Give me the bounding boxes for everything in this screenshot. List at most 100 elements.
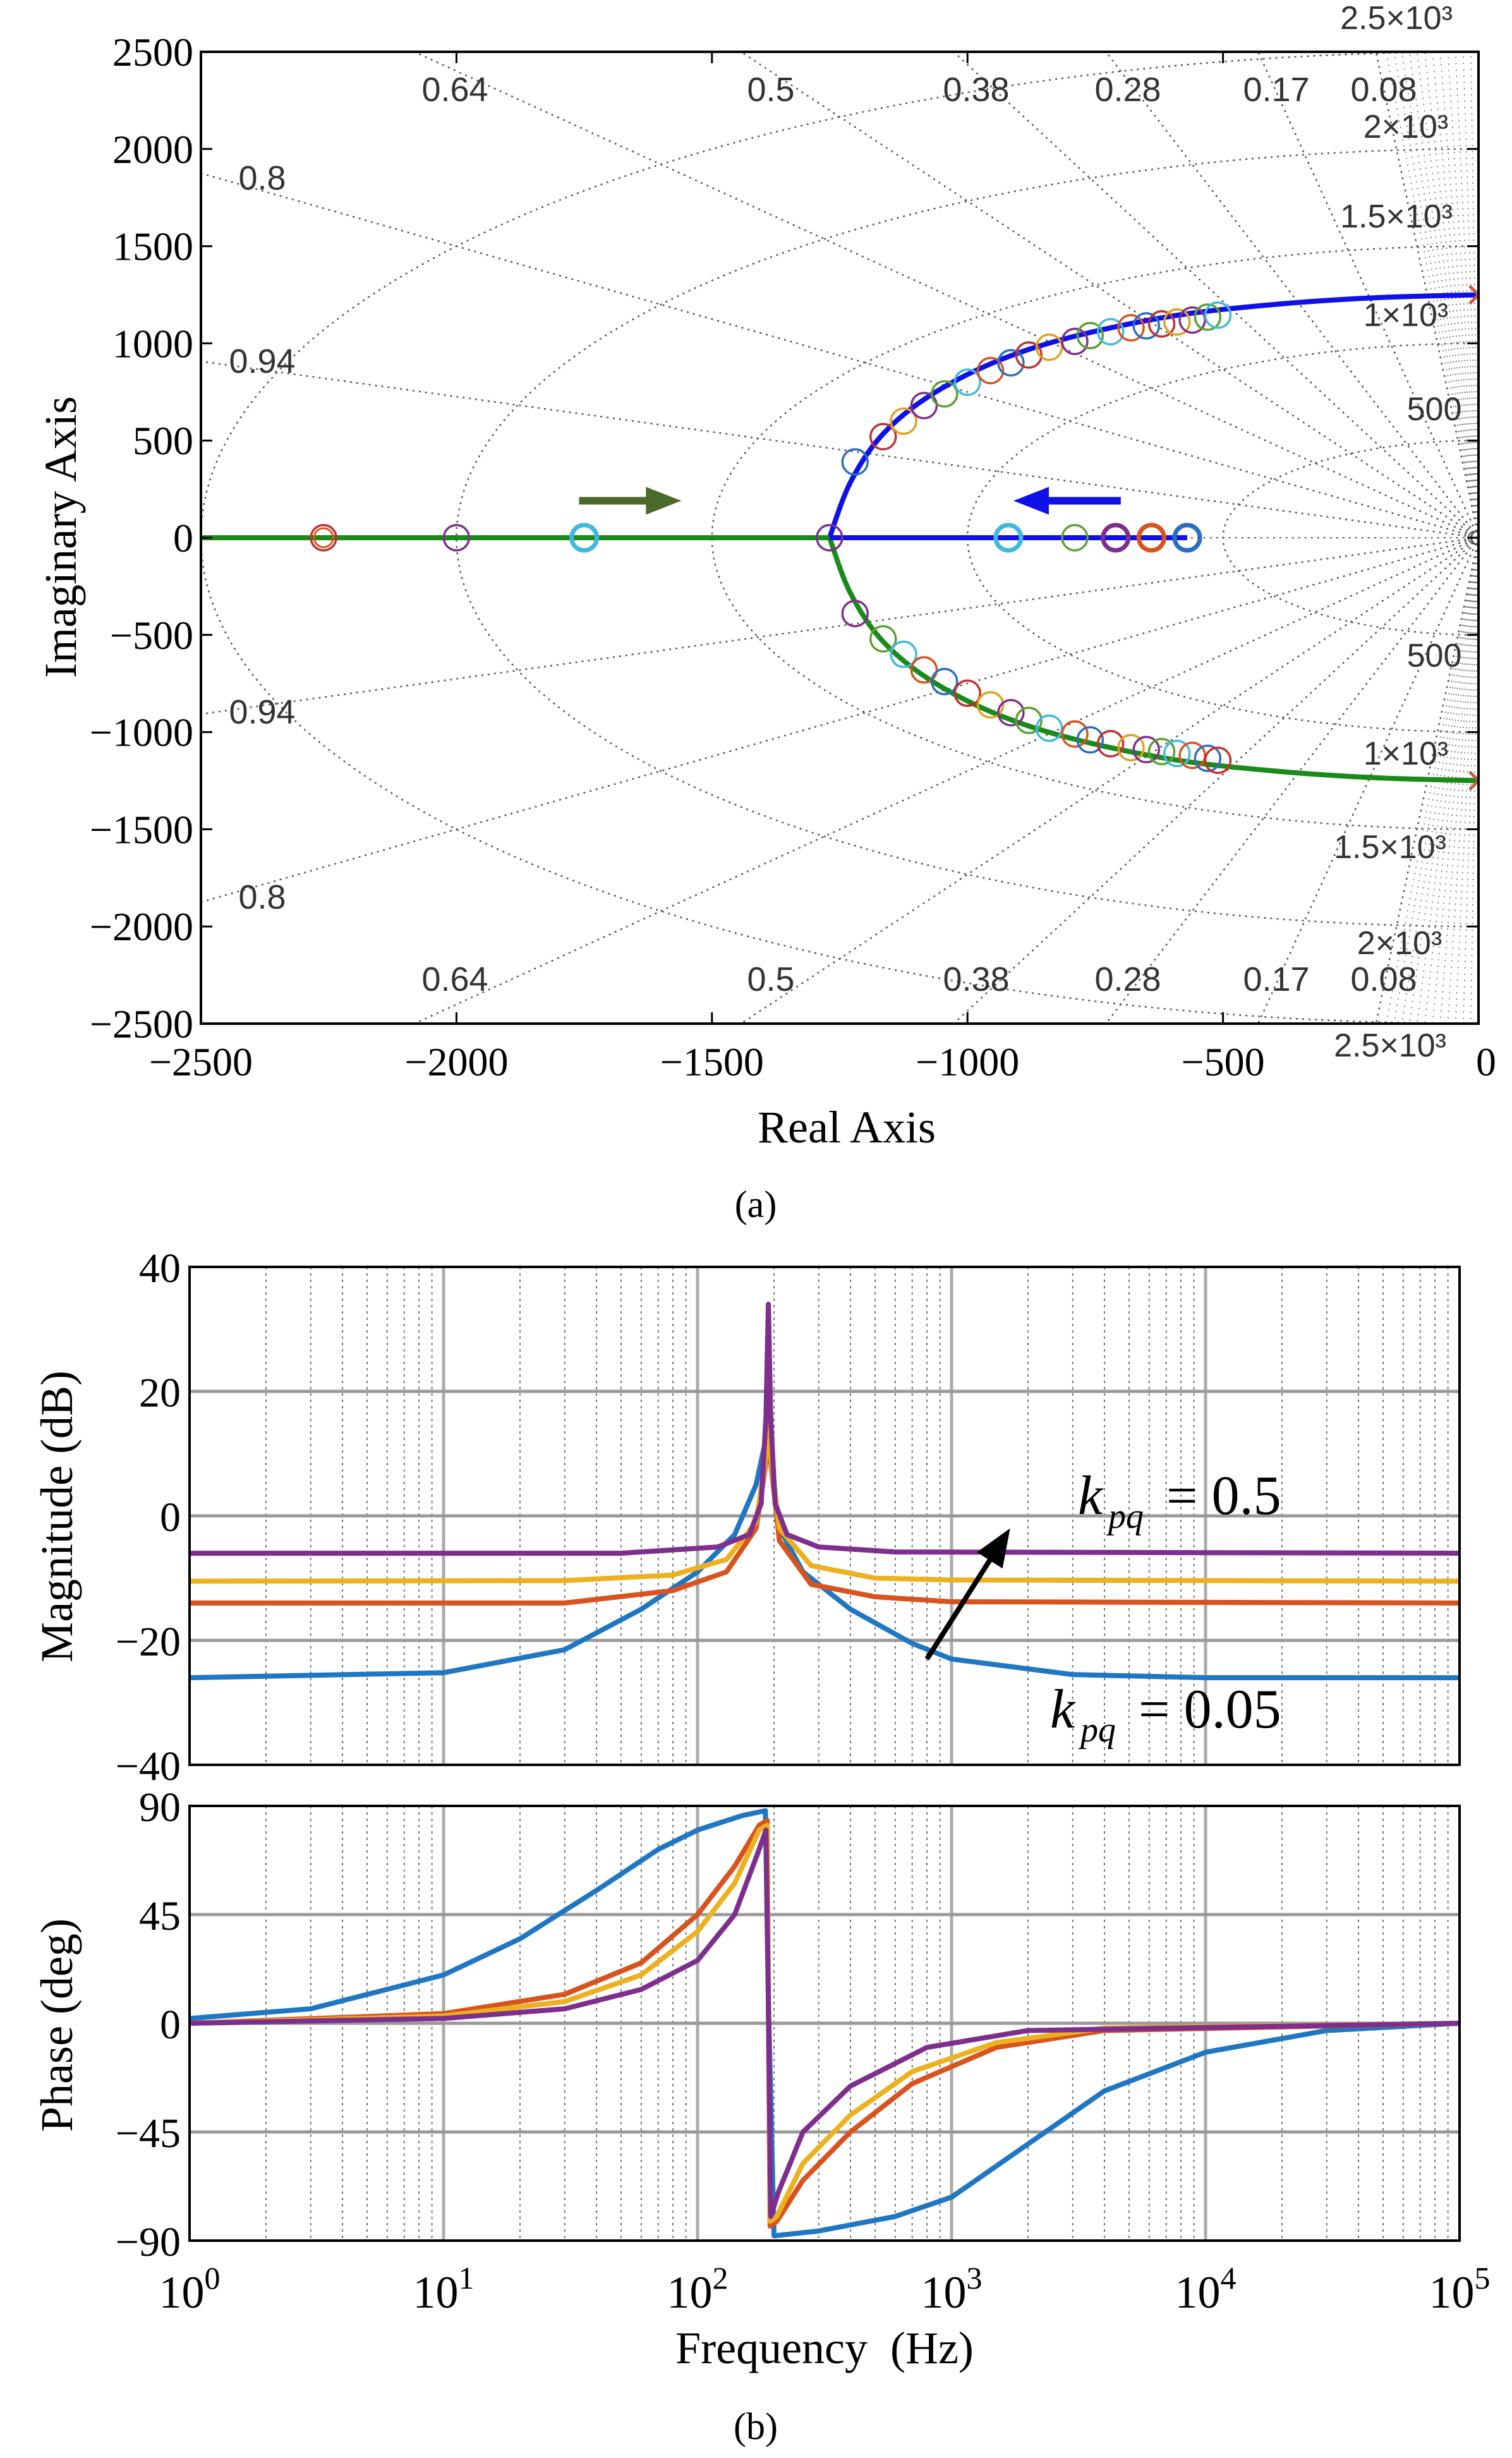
root-locus-panel: 0.64 0.5 0.38 0.28 0.17 0.08 0.8 0.94 0.94 0.8 0.6… xyxy=(35,0,1496,1225)
mag-y-tick-label: −40 xyxy=(116,1743,181,1789)
phase-y-tick-label: −45 xyxy=(116,2110,181,2157)
damping-label: 0.8 xyxy=(238,878,286,916)
locus-marker xyxy=(931,667,959,696)
damping-label: 0.64 xyxy=(421,960,488,998)
magnitude-grid xyxy=(190,1267,1460,1765)
locus-marker xyxy=(1163,739,1191,768)
locus-marker xyxy=(869,423,897,451)
damping-label: 0.08 xyxy=(1350,960,1417,998)
freq-tick-exponent: 2 xyxy=(713,2260,729,2296)
locus-marker xyxy=(976,356,1005,385)
real-axis-marker xyxy=(1101,523,1131,553)
locus-marker xyxy=(953,679,981,707)
x-tick-label: −2000 xyxy=(404,1039,508,1084)
y-tick-label: 500 xyxy=(133,418,193,463)
direction-arrows xyxy=(579,487,1121,515)
freq-tick-label: 104 xyxy=(1175,2260,1237,2318)
damping-label: 0.28 xyxy=(1094,960,1161,998)
kpq-high-k: k xyxy=(1078,1465,1104,1527)
locus-marker xyxy=(953,368,981,396)
damping-label: 0.38 xyxy=(943,71,1009,109)
freq-tick-label: 102 xyxy=(667,2260,729,2318)
arrow-head xyxy=(646,487,682,515)
real-axis-marker xyxy=(569,523,600,553)
damping-ray-fine xyxy=(1470,52,1479,538)
frequency-label-upper: 2×10³ xyxy=(1364,109,1448,145)
y-tick-label: 0 xyxy=(173,516,193,560)
locus-marker xyxy=(890,640,917,669)
magnitude-plot-frame xyxy=(188,1266,1461,1766)
locus-marker xyxy=(1076,726,1104,754)
locus-marker xyxy=(1132,736,1161,764)
damping-ray xyxy=(1104,537,1479,1024)
locus-locus-upper xyxy=(827,292,1479,539)
real-axis-marker xyxy=(1172,523,1202,553)
damping-ray xyxy=(201,536,1479,715)
pole-marker xyxy=(1468,284,1479,305)
damping-label: 0.94 xyxy=(229,342,295,380)
locus-marker xyxy=(910,392,938,420)
pole-marker xyxy=(1468,770,1479,791)
panel-a-label: (a) xyxy=(735,1184,777,1225)
locus-markers xyxy=(310,301,1232,774)
damping-ray xyxy=(739,536,1479,1024)
kpq-low-annotation: k pq = 0.05 xyxy=(1050,1679,1281,1750)
locus-marker xyxy=(1178,306,1206,334)
locus-marker xyxy=(976,691,1005,719)
locus-marker xyxy=(1194,303,1222,331)
locus-marker xyxy=(1035,714,1063,742)
y-tick-label: 1500 xyxy=(112,224,193,269)
locus-marker xyxy=(841,600,869,627)
locus-marker xyxy=(1147,310,1176,338)
bode-ylabel-phase: Phase (deg) xyxy=(32,1918,82,2132)
damping-ray xyxy=(1257,52,1479,538)
freq-tick-base: 10 xyxy=(1429,2267,1475,2318)
locus-marker xyxy=(1015,341,1043,369)
locus-marker xyxy=(1178,741,1206,770)
locus-locus-lower xyxy=(827,536,1479,784)
locus-marker xyxy=(910,656,938,684)
locus-marker xyxy=(1061,720,1089,748)
kpq-high-sub: pq xyxy=(1106,1497,1144,1536)
root-locus-ylabel: Imaginary Axis xyxy=(35,396,86,678)
arrow-shaft xyxy=(924,1559,992,1661)
damping-label: 0.17 xyxy=(1243,960,1309,998)
y-tick-label: −500 xyxy=(110,613,193,658)
locus-marker xyxy=(997,349,1025,377)
locus-marker xyxy=(841,448,869,476)
damping-label: 0.28 xyxy=(1094,71,1161,109)
phase-y-tick-label: 0 xyxy=(160,2002,181,2048)
damping-ray-fine xyxy=(1455,52,1479,538)
y-tick-label: 2500 xyxy=(112,30,193,75)
y-tick-label: −2500 xyxy=(90,1002,193,1046)
frequency-label-upper: 1.5×10³ xyxy=(1340,198,1453,235)
locus-marker xyxy=(1015,706,1043,734)
damping-label: 0.8 xyxy=(238,159,286,197)
real-axis-marker xyxy=(816,524,844,552)
locus-marker xyxy=(1204,746,1232,774)
real-axis-marker xyxy=(1061,524,1089,552)
freq-tick-base: 10 xyxy=(1175,2267,1221,2318)
root-locus-xlabel: Real Axis xyxy=(758,1102,936,1153)
y-tick-label: −1500 xyxy=(90,807,193,852)
freq-tick-base: 10 xyxy=(921,2267,967,2318)
real-axis-marker xyxy=(993,523,1024,553)
sgrid-lines xyxy=(201,52,1479,1024)
phase-plot-frame xyxy=(188,1805,1461,2242)
freq-tick-exponent: 0 xyxy=(205,2260,221,2296)
y-tick-label: 2000 xyxy=(112,127,193,172)
arrow-head xyxy=(977,1528,1010,1569)
freq-tick-exponent: 1 xyxy=(459,2260,475,2296)
phase-y-tick-label: 90 xyxy=(139,1784,181,1831)
freq-tick-label: 101 xyxy=(413,2260,475,2318)
freq-tick-base: 10 xyxy=(667,2267,713,2318)
locus-marker xyxy=(1194,744,1222,772)
mag-y-tick-label: 0 xyxy=(160,1494,181,1541)
damping-label: 0.38 xyxy=(943,960,1009,998)
locus-marker xyxy=(1204,301,1232,329)
damping-ray xyxy=(201,360,1479,539)
locus-marker xyxy=(1147,737,1176,766)
